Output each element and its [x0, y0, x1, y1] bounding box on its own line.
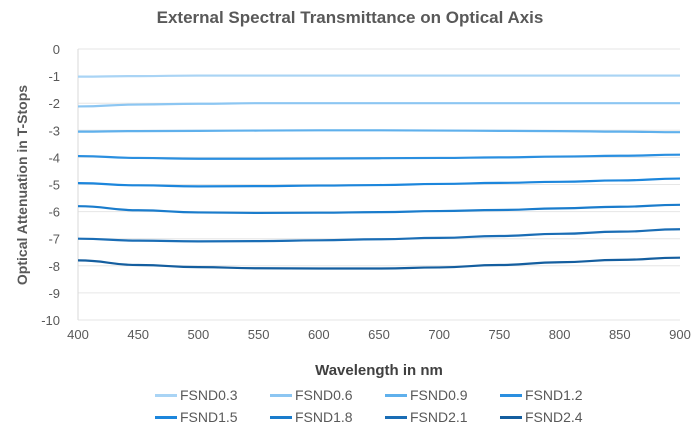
y-tick-label: -6: [48, 205, 60, 220]
legend-swatch: [270, 415, 292, 419]
legend-swatch: [155, 415, 177, 419]
series-line-fsnd2-1: [77, 228, 681, 243]
x-tick-label: 900: [669, 327, 691, 342]
x-tick-label: 750: [489, 327, 511, 342]
series-line-fsnd1-5: [77, 177, 681, 188]
legend-item: FSND0.3: [155, 387, 270, 403]
legend-label: FSND0.3: [180, 387, 238, 403]
legend-label: FSND2.1: [410, 409, 468, 425]
y-tick-label: -2: [48, 96, 60, 111]
legend-swatch: [500, 393, 522, 397]
x-tick-label: 400: [67, 327, 89, 342]
y-tick-label: -5: [48, 178, 60, 193]
legend-label: FSND1.8: [295, 409, 353, 425]
y-tick-label: -4: [48, 150, 60, 165]
y-tick-label: -8: [48, 259, 60, 274]
legend-item: FSND1.5: [155, 409, 270, 425]
x-tick-label: 800: [549, 327, 571, 342]
chart-title: External Spectral Transmittance on Optic…: [156, 8, 544, 27]
legend-swatch: [270, 393, 292, 397]
legend-item: FSND0.6: [270, 387, 385, 403]
y-tick-label: -9: [48, 286, 60, 301]
x-tick-label: 500: [188, 327, 210, 342]
series-line-fsnd2-4: [77, 256, 681, 270]
legend-item: FSND0.9: [385, 387, 500, 403]
x-tick-label: 650: [368, 327, 390, 342]
legend-item: FSND2.1: [385, 409, 500, 425]
series-line-fsnd0-9: [77, 129, 681, 134]
x-tick-label: 600: [308, 327, 330, 342]
series-line-fsnd1-8: [77, 203, 681, 215]
y-tick-label: -10: [41, 313, 60, 328]
legend-label: FSND2.4: [525, 409, 583, 425]
y-tick-label: -7: [48, 232, 60, 247]
legend-item: FSND2.4: [500, 409, 615, 425]
x-tick-label: 450: [127, 327, 149, 342]
series-line-fsnd0-6: [77, 102, 680, 108]
y-tick-label: -3: [48, 123, 60, 138]
series-line-fsnd0-3: [77, 74, 680, 78]
x-axis-label: Wavelength in nm: [315, 362, 443, 379]
legend-label: FSND0.6: [295, 387, 353, 403]
legend-swatch: [500, 415, 522, 419]
x-tick-label: 550: [248, 327, 270, 342]
legend-swatch: [385, 415, 407, 419]
x-tick-label: 850: [609, 327, 631, 342]
legend: FSND0.3 FSND0.6 FSND0.9 FSND1.2 FSND1.5 FSND1…: [155, 387, 615, 425]
series-line-fsnd1-2: [77, 153, 681, 160]
legend-swatch: [155, 393, 177, 397]
legend-item: FSND1.2: [500, 387, 615, 403]
y-tick-label: -1: [48, 69, 60, 84]
x-tick-label: 700: [428, 327, 450, 342]
legend-label: FSND1.2: [525, 387, 583, 403]
legend-swatch: [385, 393, 407, 397]
y-tick-label: 0: [53, 42, 60, 57]
legend-item: FSND1.8: [270, 409, 385, 425]
legend-label: FSND1.5: [180, 409, 238, 425]
legend-label: FSND0.9: [410, 387, 468, 403]
